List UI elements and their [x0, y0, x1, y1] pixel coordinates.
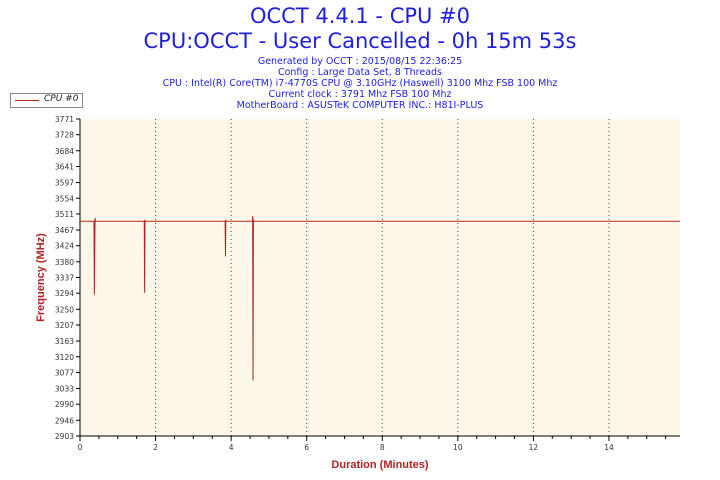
series-line-cpu0: [80, 216, 680, 381]
y-tick-label: 3728: [55, 131, 74, 140]
x-tick-label: 8: [380, 443, 385, 452]
y-tick-label: 3771: [55, 115, 74, 124]
y-tick-label: 3033: [55, 385, 74, 394]
y-tick-label: 3424: [55, 242, 74, 251]
y-tick-label: 2946: [55, 416, 74, 425]
info-cpu: CPU : Intel(R) Core(TM) i7-4770S CPU @ 3…: [162, 78, 558, 89]
y-tick-label: 3207: [55, 321, 74, 330]
info-config: Config : Large Data Set, 8 Threads: [277, 67, 443, 78]
x-tick-label: 4: [229, 443, 234, 452]
plot-area: [80, 119, 680, 436]
y-axis-title: Frequency (MHz): [35, 233, 47, 322]
chart-title: OCCT 4.4.1 - CPU #0: [249, 4, 471, 28]
x-tick-label: 12: [529, 443, 539, 452]
y-tick-label: 3467: [55, 226, 74, 235]
y-tick-label: 2990: [55, 400, 74, 409]
chart-subtitle: CPU:OCCT - User Cancelled - 0h 15m 53s: [143, 29, 577, 53]
x-tick-label: 6: [304, 443, 309, 452]
x-axis-title: Duration (Minutes): [331, 459, 428, 471]
y-tick-label: 3250: [55, 305, 74, 314]
x-tick-label: 2: [153, 443, 158, 452]
y-tick-label: 3120: [55, 353, 74, 362]
info-generated: Generated by OCCT : 2015/08/15 22:36:25: [257, 56, 463, 67]
y-tick-label: 3077: [55, 368, 74, 377]
info-motherboard: MotherBoard : ASUSTeK COMPUTER INC.: H81…: [236, 100, 484, 111]
y-tick-label: 3163: [55, 337, 74, 346]
y-tick-label: 3684: [55, 147, 74, 156]
info-current-clock: Current clock : 3791 Mhz FSB 100 Mhz: [268, 89, 452, 100]
x-tick-label: 14: [604, 443, 614, 452]
chart-legend: CPU #0: [10, 93, 83, 108]
y-tick-label: 2903: [55, 432, 74, 441]
y-tick-label: 3597: [55, 179, 74, 188]
legend-line-swatch: [15, 100, 39, 101]
y-tick-label: 3511: [55, 210, 74, 219]
y-tick-label: 3380: [55, 258, 74, 267]
x-tick-label: 10: [453, 443, 463, 452]
x-tick-label: 0: [78, 443, 83, 452]
y-tick-label: 3554: [55, 194, 74, 203]
legend-label: CPU #0: [44, 94, 79, 104]
y-tick-label: 3337: [55, 274, 74, 283]
y-tick-label: 3294: [55, 289, 74, 298]
y-tick-label: 3641: [55, 162, 74, 171]
